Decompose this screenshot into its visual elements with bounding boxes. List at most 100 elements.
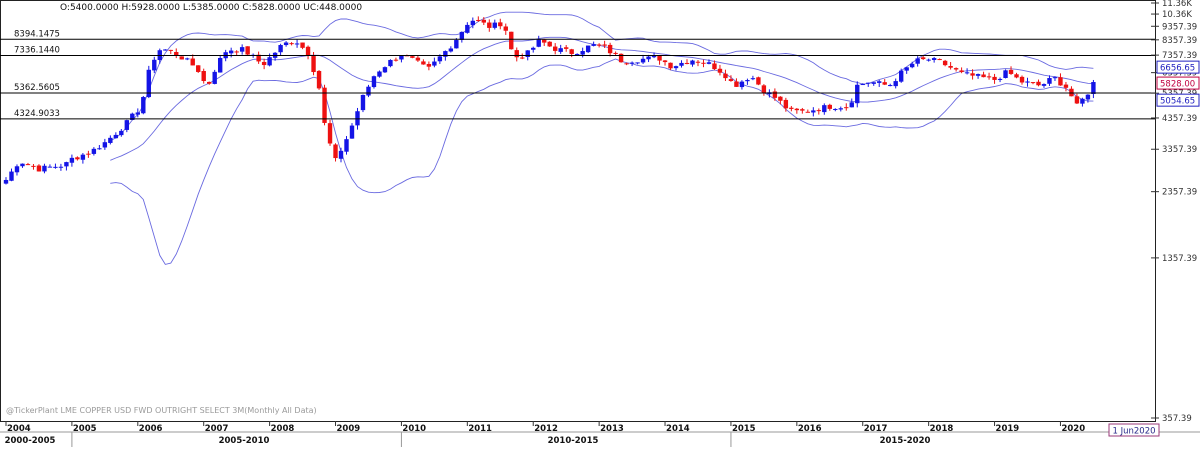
candle[interactable]: [717, 64, 723, 76]
candle[interactable]: [58, 163, 64, 171]
candle[interactable]: [344, 136, 349, 155]
candle[interactable]: [333, 143, 338, 162]
candle[interactable]: [371, 75, 377, 89]
candle[interactable]: [86, 150, 91, 158]
candle[interactable]: [207, 81, 212, 85]
candle[interactable]: [948, 62, 953, 70]
candle[interactable]: [833, 108, 838, 112]
candle[interactable]: [805, 109, 811, 113]
candle[interactable]: [80, 153, 86, 164]
candle[interactable]: [415, 55, 421, 62]
candle[interactable]: [684, 59, 690, 65]
candle[interactable]: [871, 82, 876, 86]
candle[interactable]: [64, 161, 69, 171]
candle[interactable]: [245, 46, 250, 56]
candle[interactable]: [366, 84, 371, 98]
candle[interactable]: [217, 55, 223, 73]
candle[interactable]: [278, 43, 283, 56]
candle[interactable]: [113, 132, 119, 139]
candle[interactable]: [953, 67, 959, 72]
candle[interactable]: [174, 48, 179, 59]
candle[interactable]: [108, 135, 113, 145]
candle[interactable]: [536, 35, 541, 48]
candle[interactable]: [553, 43, 558, 55]
candle[interactable]: [1003, 69, 1008, 79]
candle[interactable]: [547, 41, 552, 47]
candle[interactable]: [53, 163, 58, 169]
candle[interactable]: [618, 53, 624, 63]
candle[interactable]: [964, 68, 970, 75]
candle[interactable]: [135, 108, 141, 118]
candle[interactable]: [1008, 66, 1014, 75]
candle[interactable]: [734, 78, 739, 88]
candle[interactable]: [294, 39, 300, 48]
candle[interactable]: [997, 77, 1003, 83]
candle[interactable]: [377, 70, 382, 78]
candle[interactable]: [514, 47, 519, 62]
candle[interactable]: [992, 73, 997, 84]
candle[interactable]: [316, 70, 322, 90]
candle[interactable]: [635, 62, 640, 65]
candle[interactable]: [1074, 93, 1080, 105]
candle[interactable]: [800, 107, 805, 114]
candle[interactable]: [822, 103, 827, 115]
candle[interactable]: [388, 59, 393, 68]
candle[interactable]: [261, 58, 267, 70]
candle[interactable]: [47, 164, 53, 168]
candle[interactable]: [794, 107, 800, 114]
candle[interactable]: [640, 54, 646, 64]
candle[interactable]: [783, 97, 789, 112]
candle[interactable]: [1058, 73, 1063, 86]
candle[interactable]: [1047, 75, 1052, 86]
candle[interactable]: [959, 67, 964, 74]
candle[interactable]: [778, 96, 783, 105]
candle[interactable]: [542, 38, 547, 47]
candle[interactable]: [926, 58, 931, 62]
candle[interactable]: [470, 17, 476, 29]
candle[interactable]: [574, 53, 580, 56]
candle[interactable]: [745, 78, 750, 85]
candle[interactable]: [756, 76, 761, 86]
candle[interactable]: [531, 46, 536, 53]
candle[interactable]: [124, 119, 130, 133]
candle[interactable]: [283, 41, 289, 47]
candle[interactable]: [563, 45, 569, 52]
candle[interactable]: [1091, 79, 1096, 99]
candle[interactable]: [300, 42, 305, 50]
candle[interactable]: [607, 42, 613, 57]
candle[interactable]: [596, 43, 602, 48]
candle[interactable]: [91, 147, 97, 156]
candle[interactable]: [909, 61, 915, 69]
candle[interactable]: [102, 138, 108, 150]
candle[interactable]: [97, 144, 102, 150]
candle[interactable]: [421, 59, 426, 65]
candle[interactable]: [855, 81, 860, 108]
candle[interactable]: [1019, 75, 1025, 85]
candle[interactable]: [942, 59, 948, 67]
candle[interactable]: [289, 42, 294, 46]
candle[interactable]: [629, 61, 635, 67]
candle[interactable]: [20, 163, 25, 168]
candle[interactable]: [327, 119, 333, 146]
candle[interactable]: [701, 59, 706, 68]
candle[interactable]: [668, 62, 673, 71]
candle[interactable]: [882, 79, 887, 86]
candle[interactable]: [646, 54, 651, 63]
candle[interactable]: [42, 163, 47, 174]
candle[interactable]: [256, 51, 261, 64]
candle[interactable]: [14, 164, 20, 176]
candle[interactable]: [827, 103, 832, 111]
candle[interactable]: [816, 108, 822, 115]
candle[interactable]: [690, 59, 695, 67]
candle[interactable]: [673, 65, 679, 71]
candle[interactable]: [975, 73, 981, 79]
candle[interactable]: [602, 40, 607, 49]
candle[interactable]: [459, 31, 465, 43]
candle[interactable]: [465, 22, 470, 34]
candle[interactable]: [915, 56, 920, 67]
candle[interactable]: [877, 80, 882, 87]
candle[interactable]: [360, 94, 366, 113]
candle[interactable]: [1080, 97, 1085, 107]
candle[interactable]: [558, 44, 563, 54]
